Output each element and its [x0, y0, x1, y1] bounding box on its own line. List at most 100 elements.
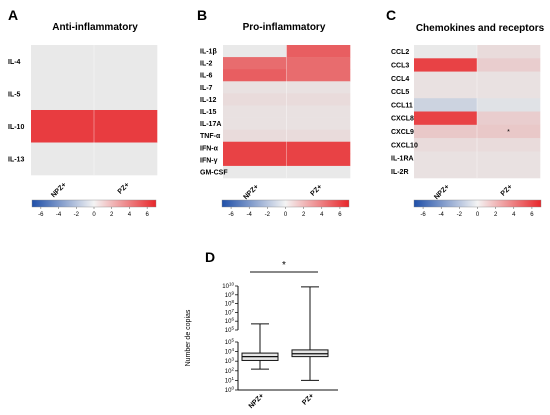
heatmap-cell: [477, 124, 541, 139]
significance-marker: *: [282, 260, 286, 271]
heatmap-cell: [223, 93, 287, 106]
heatmap-b: IL-1β IL-2 IL-6 IL-7 IL-12 IL-15 IL-17A TNF-α IF…: [200, 45, 351, 218]
heatmap-cell: [94, 45, 158, 78]
panel-label-a: A: [8, 7, 18, 23]
heatmap-row-label: CCL2: [391, 49, 409, 56]
heatmap-cell: [223, 165, 287, 179]
heatmap-row-label: GM-CSF: [200, 169, 228, 176]
y-tick-label: 106: [225, 317, 235, 326]
y-tick-label: 109: [225, 290, 235, 299]
heatmap-cell: [223, 117, 287, 130]
heatmap-cell: [477, 71, 541, 86]
heatmap-cell: [223, 141, 287, 155]
heatmap-column-label: PZ+: [500, 183, 514, 197]
heatmap-c: CCL2 CCL3 CCL4 CCL5 CCL11 CXCL8 CXCL9 CXCL10 IL-…: [391, 45, 542, 218]
panel-label-b: B: [197, 7, 207, 23]
heatmap-row-label: CCL11: [391, 102, 413, 109]
heatmap-cell: [477, 138, 541, 152]
heatmap-cell: [94, 110, 158, 143]
heatmap-row-label: CXCL8: [391, 116, 414, 123]
y-tick-label: 102: [225, 366, 235, 375]
heatmap-cell: [414, 58, 478, 72]
heatmap-cell: [414, 164, 478, 179]
heatmap-cell: [477, 58, 541, 72]
heatmap-cell: [286, 57, 351, 70]
heatmap-row-label: IL-10: [8, 124, 24, 131]
heatmap-cell: [94, 77, 158, 111]
heatmap-cell: [286, 141, 351, 155]
colorbar-tick-label: -6: [38, 212, 44, 218]
colorbar-tick-label: -4: [56, 212, 62, 218]
x-tick-label: PZ+: [301, 392, 315, 406]
boxplot-d: 1051061071081091010100101102103104105Num…: [185, 260, 338, 410]
y-tick-label: 104: [225, 347, 235, 356]
heatmap-row-label: IL-15: [200, 109, 216, 116]
heatmap-column-label: NPZ+: [433, 183, 451, 201]
heatmap-a: IL-4 IL-5 IL-10 IL-13 NPZ+ PZ+ -6 -4 -2 0 2 4 6: [8, 45, 158, 218]
y-tick-label: 108: [225, 299, 235, 308]
heatmap-row-label: CXCL9: [391, 129, 414, 136]
y-axis-label: Number de copias: [185, 309, 192, 366]
heatmap-row-label: CXCL10: [391, 142, 418, 149]
colorbar-tick-label: 6: [145, 212, 149, 218]
heatmap-cell: [286, 105, 351, 118]
y-tick-label: 107: [225, 308, 235, 317]
x-tick-label: NPZ+: [248, 392, 266, 410]
panel-label-c: C: [386, 7, 396, 23]
heatmap-cell: [31, 142, 95, 176]
colorbar-tick-label: -2: [74, 212, 80, 218]
heatmap-column-label: PZ+: [117, 181, 131, 195]
heatmap-row-label: IL-1RA: [391, 156, 414, 163]
heatmap-cell: [414, 124, 478, 139]
colorbar-tick-label: 4: [320, 212, 324, 218]
heatmap-row-label: IL-4: [8, 59, 21, 66]
heatmap-row-label: IL-1β: [200, 49, 217, 56]
heatmap-cell: [286, 129, 351, 143]
colorbar: [31, 199, 157, 208]
heatmap-cell: [414, 111, 478, 126]
panel-b-title: Pro-inflammatory: [243, 22, 326, 33]
heatmap-cell: [31, 77, 95, 111]
panel-a-title: Anti-inflammatory: [52, 22, 138, 33]
heatmap-cell: [31, 110, 95, 143]
colorbar-tick-label: 6: [530, 212, 534, 218]
colorbar: [221, 199, 350, 208]
heatmap-row-label: CCL3: [391, 62, 409, 69]
heatmap-row-label: IL-5: [8, 91, 21, 98]
heatmap-cell: [414, 84, 478, 99]
colorbar-tick-label: 0: [284, 212, 288, 218]
panel-label-d: D: [205, 249, 215, 265]
heatmap-cell: [223, 129, 287, 143]
heatmap-row-label: TNF-α: [200, 133, 221, 140]
heatmap-row-label: IL-13: [8, 156, 24, 163]
heatmap-cell: [223, 45, 287, 58]
y-tick-label: 105: [225, 326, 235, 335]
heatmap-cell: [286, 93, 351, 106]
heatmap-annotation: *: [507, 129, 510, 136]
colorbar-tick-label: -6: [420, 212, 426, 218]
heatmap-cell: [477, 45, 541, 59]
colorbar-tick-label: 6: [338, 212, 342, 218]
heatmap-row-label: IL-2: [200, 61, 213, 68]
y-tick-label: 103: [225, 357, 235, 366]
heatmap-cell: [477, 98, 541, 112]
heatmap-column-label: NPZ+: [50, 181, 68, 199]
heatmap-cell: [286, 81, 351, 94]
heatmap-cell: [286, 165, 351, 179]
heatmap-cell: [477, 164, 541, 179]
heatmap-row-label: CCL4: [391, 76, 409, 83]
heatmap-cell: [477, 84, 541, 99]
colorbar-tick-label: 2: [302, 212, 306, 218]
heatmap-row-label: IL-6: [200, 73, 213, 80]
heatmap-cell: [31, 45, 95, 78]
y-tick-label: 105: [225, 338, 235, 347]
heatmap-cell: [414, 71, 478, 86]
colorbar-tick-label: -4: [247, 212, 253, 218]
panel-c-title: Chemokines and receptors: [416, 23, 545, 34]
heatmap-cell: [286, 69, 351, 82]
heatmap-cell: [414, 151, 478, 165]
heatmap-row-label: IFN-α: [200, 145, 219, 152]
colorbar-tick-label: -2: [265, 212, 271, 218]
heatmap-cell: [223, 81, 287, 94]
